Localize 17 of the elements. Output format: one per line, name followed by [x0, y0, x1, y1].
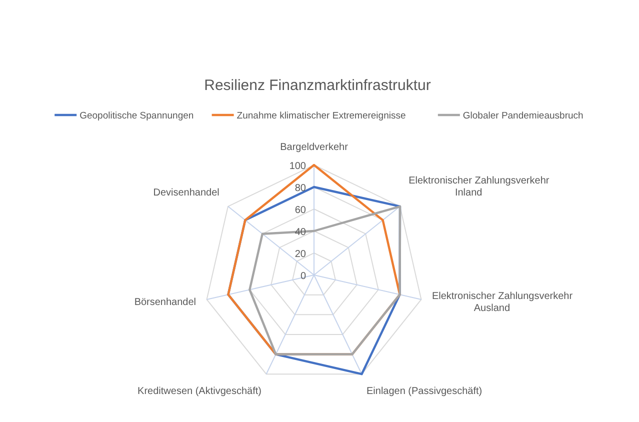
chart-title: Resilienz Finanzmarktinfrastruktur: [204, 77, 431, 94]
spoke-label: Elektronischer Zahlungsverkehr Inland: [408, 176, 550, 199]
y-tick-label: 0: [300, 271, 306, 282]
spoke-label: Bargeldverkehr: [280, 142, 349, 153]
spoke-label: Devisenhandel: [153, 188, 220, 199]
legend-label: Geopolitische Spannungen: [80, 110, 194, 122]
spoke-label: Kreditwesen (Aktivgeschäft): [138, 386, 262, 398]
legend-label: Zunahme klimatischer Extremereignisse: [236, 110, 406, 122]
y-tick-label: 80: [294, 183, 306, 194]
y-tick-label: 100: [289, 161, 306, 172]
y-tick-label: 20: [294, 249, 306, 260]
y-tick-label: 40: [294, 227, 306, 238]
spoke-label: Börsenhandel: [134, 296, 196, 308]
spoke-label: Elektronischer Zahlungsverkehr Ausland: [432, 290, 574, 314]
y-tick-label: 60: [294, 205, 306, 216]
legend-label: Globaler Pandemieausbruch: [462, 110, 584, 122]
spoke-label: Einlagen (Passivgeschäft): [366, 386, 482, 398]
